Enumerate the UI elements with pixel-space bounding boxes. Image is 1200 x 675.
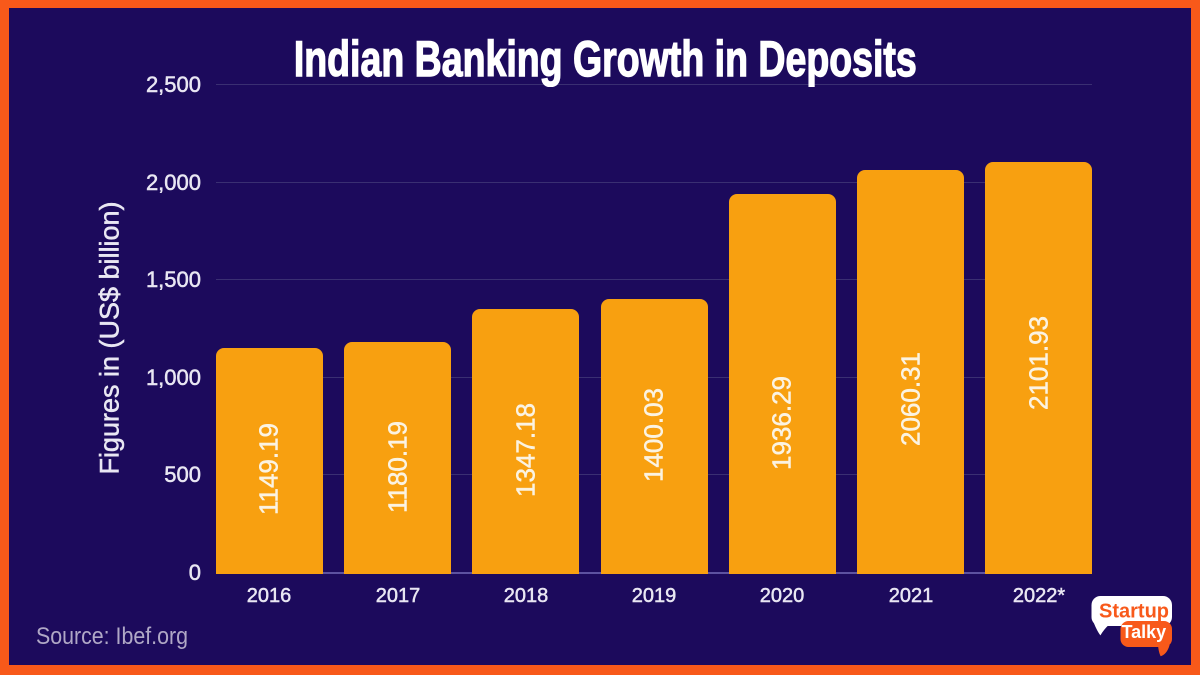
svg-text:Startup: Startup bbox=[1099, 600, 1169, 622]
svg-text:Talky: Talky bbox=[1122, 622, 1167, 642]
